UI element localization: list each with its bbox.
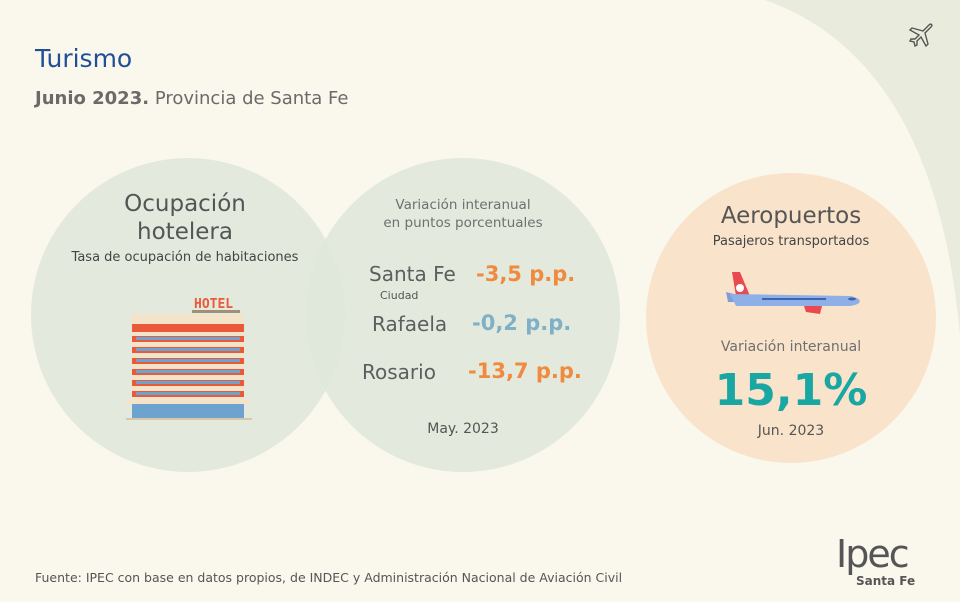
- page-subtitle: Junio 2023. Provincia de Santa Fe: [35, 88, 348, 109]
- logo-name: Ipec: [836, 532, 910, 576]
- variation-period: May. 2023: [427, 421, 499, 437]
- period: Junio 2023.: [35, 88, 150, 109]
- city-sub: Ciudad: [380, 289, 419, 302]
- city-rafaela: Rafaela: [372, 312, 448, 336]
- airports-value: 15,1%: [714, 365, 868, 416]
- value-rafaela: -0,2 p.p.: [472, 311, 572, 335]
- variation-label-line1: Variación interanual: [395, 197, 531, 213]
- city-rosario: Rosario: [362, 360, 436, 384]
- row-santa-fe: Santa Fe: [369, 262, 456, 286]
- airports-label: Variación interanual: [720, 339, 862, 355]
- region: Provincia de Santa Fe: [154, 88, 349, 109]
- airplane-icon: [908, 23, 933, 48]
- variation-label-line2: en puntos porcentuales: [383, 215, 543, 231]
- hotel-sign-text: HOTEL: [194, 297, 233, 312]
- page-title: Turismo: [35, 44, 133, 73]
- airports-subtitle: Pasajeros transportados: [712, 234, 870, 249]
- city-name: Santa Fe: [369, 262, 456, 286]
- source-footnote: Fuente: IPEC con base en datos propios, …: [35, 570, 623, 585]
- airports-title: Aeropuertos: [720, 203, 862, 229]
- hotel-subtitle: Tasa de ocupación de habitaciones: [71, 250, 299, 265]
- hotel-title-line1: Ocupación: [124, 191, 246, 217]
- ipec-logo: Ipec Santa Fe: [836, 534, 926, 588]
- airports-circle: [646, 173, 936, 463]
- hotel-title-line2: hotelera: [137, 219, 233, 245]
- variation-circle: [306, 158, 620, 472]
- logo-region: Santa Fe: [856, 574, 916, 588]
- value-rosario: -13,7 p.p.: [468, 359, 582, 383]
- airports-period: Jun. 2023: [757, 423, 825, 439]
- value-santa-fe: -3,5 p.p.: [476, 262, 576, 286]
- hotel-building-icon: HOTEL: [126, 297, 252, 420]
- airplane-illustration-icon: [726, 272, 860, 314]
